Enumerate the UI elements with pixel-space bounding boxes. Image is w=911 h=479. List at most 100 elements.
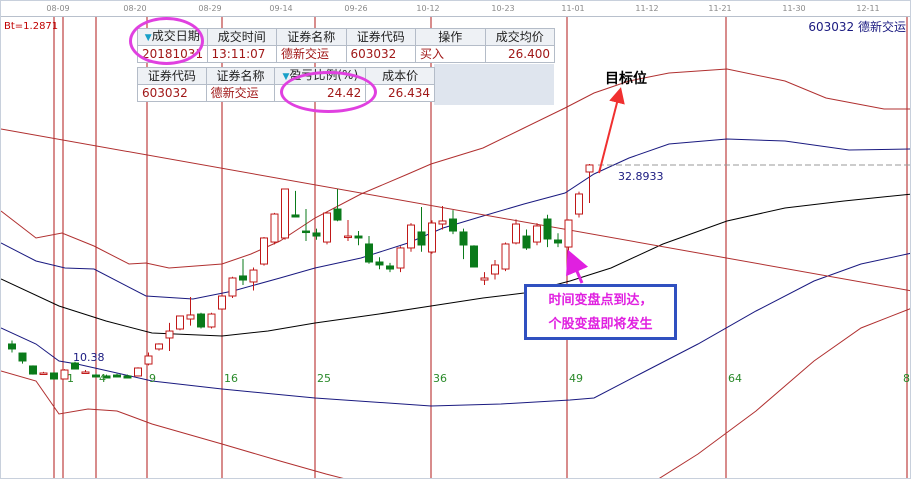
candle-body <box>102 375 111 379</box>
cycle-label: 16 <box>224 372 238 385</box>
cell-action: 买入 <box>415 45 486 63</box>
date-tick: 08-29 <box>198 4 222 13</box>
moving-average-line <box>1 193 910 337</box>
candle-body <box>60 369 69 380</box>
stock-label: 603032 德新交运 <box>808 20 906 34</box>
candle-body <box>501 243 510 270</box>
candle-body <box>480 277 489 281</box>
date-tick: 10-23 <box>491 4 515 13</box>
cell-name: 德新交运 <box>205 84 276 102</box>
cycle-label: 64 <box>728 372 742 385</box>
lower-band-line <box>658 308 910 478</box>
candle-body <box>522 235 531 249</box>
date-tick: 08-20 <box>123 4 147 13</box>
cycle-label: 4 <box>99 372 106 385</box>
note-line: 个股变盘即将发生 <box>548 317 653 332</box>
highlight-ellipse <box>129 17 204 65</box>
panel-background <box>434 64 554 105</box>
date-tick: 11-21 <box>708 4 732 13</box>
col-trade-time[interactable]: 成交时间 <box>206 28 277 46</box>
candle-body <box>186 314 195 320</box>
candle-body <box>428 222 436 253</box>
candle-body <box>438 220 447 225</box>
highlight-ellipse <box>280 71 377 113</box>
candle-body <box>449 218 457 232</box>
candle-body <box>333 208 342 221</box>
candle-body <box>8 343 16 350</box>
lower-band-line <box>1 370 344 478</box>
cycle-label: 9 <box>149 372 156 385</box>
col-name[interactable]: 证券名称 <box>276 28 347 46</box>
candle-body <box>176 315 184 330</box>
annotation-box: 时间变盘点到达， 个股变盘即将发生 <box>524 284 677 340</box>
candle-body <box>375 261 384 266</box>
note-line: 时间变盘点到达， <box>548 293 653 308</box>
date-tick: 12-11 <box>856 4 880 13</box>
candle-body <box>470 245 478 268</box>
candle-body <box>260 237 268 265</box>
date-axis: 08-09 08-20 08-29 09-14 09-26 10-12 10-23 11-01… <box>1 1 910 17</box>
candle-body <box>323 212 331 243</box>
candle-body <box>39 372 48 375</box>
candle-body <box>29 365 37 375</box>
candle-body <box>92 374 100 378</box>
low-price-label: 10.38 <box>73 351 105 364</box>
candle-body <box>575 193 583 215</box>
cycle-label: 8 <box>903 372 910 385</box>
candle-body <box>81 371 90 374</box>
candle-body <box>207 313 216 328</box>
cycle-label: 1 <box>67 372 74 385</box>
col-action[interactable]: 操作 <box>415 28 486 46</box>
col-cost[interactable]: 成本价 <box>365 67 435 85</box>
target-label: 目标位 <box>605 71 647 87</box>
candle-body <box>491 264 499 275</box>
candle-body <box>564 219 573 248</box>
candle-body <box>228 277 237 297</box>
col-avg-price[interactable]: 成交均价 <box>484 28 555 46</box>
candle-body <box>281 188 289 239</box>
date-tick: 09-26 <box>344 4 368 13</box>
candle-body <box>249 269 258 283</box>
cell-cost: 26.434 <box>365 84 435 102</box>
cell-code: 603032 <box>345 45 416 63</box>
date-tick: 08-09 <box>46 4 70 13</box>
candle-body <box>155 343 163 350</box>
candle-body <box>312 232 321 237</box>
candle-body <box>386 265 394 270</box>
candle-body <box>302 230 310 234</box>
candle-body <box>239 275 247 281</box>
candle-body <box>365 243 373 263</box>
candle-body <box>123 375 132 379</box>
candle-body <box>459 231 468 246</box>
candle-body <box>291 214 300 218</box>
cell-avg-price: 26.400 <box>484 45 555 63</box>
candle-body <box>113 374 121 378</box>
col-code[interactable]: 证券代码 <box>345 28 416 46</box>
candle-body <box>396 247 405 269</box>
candle-body <box>197 313 205 328</box>
target-arrow <box>598 87 625 174</box>
date-tick: 11-12 <box>635 4 659 13</box>
candle-body <box>144 355 153 365</box>
candle-body <box>134 367 142 377</box>
cell-code: 603032 <box>137 84 207 102</box>
candle-body <box>270 213 279 243</box>
date-tick: 09-14 <box>269 4 293 13</box>
sort-triangle-icon: ▼ <box>282 72 290 82</box>
candle-body <box>585 164 594 173</box>
upper-band-line <box>1 68 910 269</box>
cycle-label: 25 <box>317 372 331 385</box>
col-name[interactable]: 证券名称 <box>205 67 276 85</box>
candle-body <box>543 218 552 240</box>
col-code[interactable]: 证券代码 <box>137 67 207 85</box>
date-tick: 10-12 <box>416 4 440 13</box>
cycle-label: 49 <box>569 372 583 385</box>
candle-body <box>218 295 226 310</box>
cell-name: 德新交运 <box>276 45 347 63</box>
candle-body <box>512 223 520 244</box>
indicator-value: Bt=1.2871 <box>4 21 59 32</box>
date-tick: 11-01 <box>561 4 585 13</box>
candle-body <box>71 362 79 370</box>
candle-body <box>533 225 541 243</box>
